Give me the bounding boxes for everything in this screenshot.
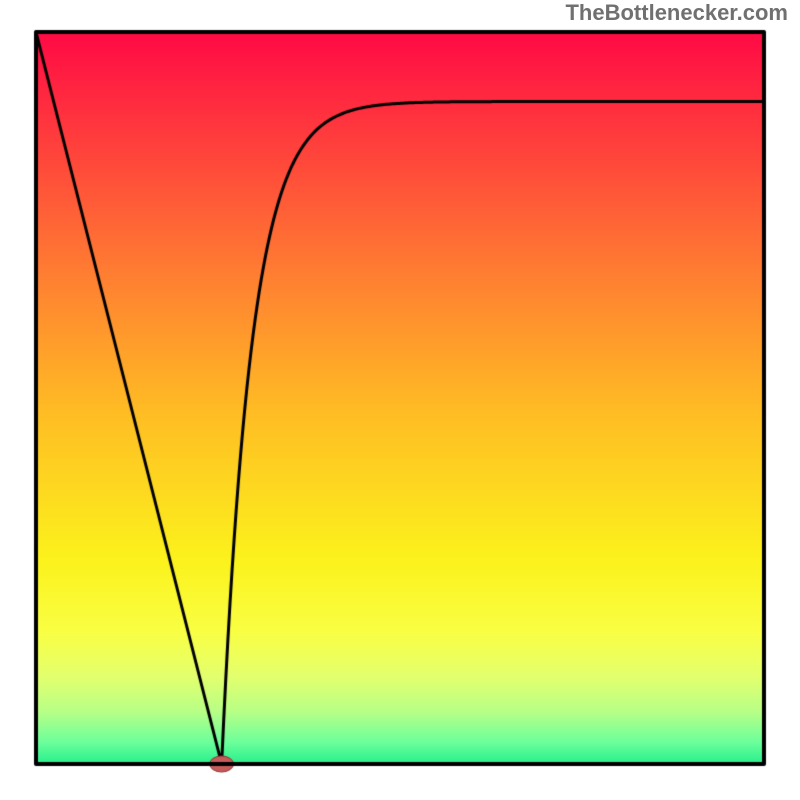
watermark-text: TheBottlenecker.com: [565, 0, 788, 26]
bottleneck-chart: [0, 0, 800, 800]
